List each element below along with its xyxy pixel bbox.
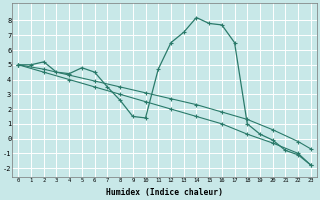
- X-axis label: Humidex (Indice chaleur): Humidex (Indice chaleur): [106, 188, 223, 197]
